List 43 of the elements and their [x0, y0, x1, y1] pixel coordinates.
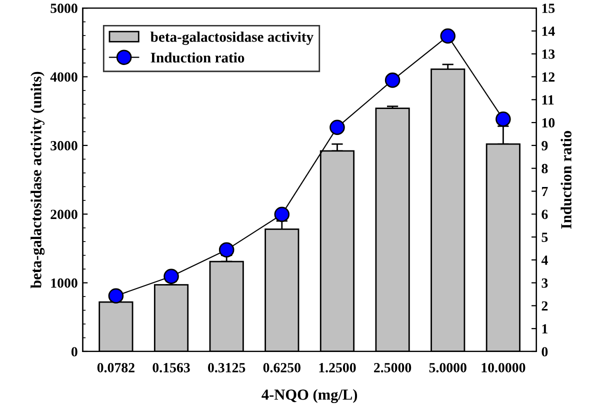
y-tick-label: 0	[71, 347, 78, 356]
y2-tick-label: 0	[542, 347, 548, 356]
legend-label: beta-galactosidase activity	[150, 32, 314, 45]
point	[384, 72, 400, 88]
x-tick-label: 1.2500	[319, 362, 356, 372]
y2-tick-label: 9	[542, 141, 548, 150]
x-tick-label: 0.3125	[208, 362, 246, 372]
x-tick-label: 10.0000	[482, 362, 526, 372]
y2-tick-label: 12	[542, 72, 555, 82]
y-tick-label: 4000	[50, 72, 78, 82]
y2-tick-label: 8	[542, 164, 548, 174]
legend-label: Induction ratio	[150, 52, 244, 63]
y2-axis-title: Induction ratio	[560, 130, 572, 229]
y2-tick-label: 7	[542, 186, 548, 196]
point	[440, 28, 456, 44]
point	[164, 268, 179, 284]
x-tick-label: 0.0782	[97, 362, 134, 372]
y2-tick-label: 14	[542, 26, 555, 36]
y2-tick-label: 6	[542, 210, 548, 220]
point	[496, 111, 511, 127]
point	[330, 120, 345, 135]
y2-tick-label: 13	[542, 49, 555, 59]
y-tick-label: 3000	[50, 141, 78, 150]
y2-tick-label: 11	[542, 95, 554, 104]
x-tick-label: 2.5000	[374, 362, 412, 372]
y2-tick-label: 10	[542, 118, 555, 128]
y2-tick-label: 3	[542, 278, 548, 288]
point	[218, 242, 234, 258]
y-tick-label: 1000	[51, 278, 78, 288]
y2-tick-label: 15	[542, 4, 555, 14]
point	[274, 206, 290, 222]
x-axis-title: 4-NQO (mg/L)	[262, 389, 358, 404]
y2-tick-label: 2	[542, 301, 548, 311]
x-tick-label: 5.0000	[429, 362, 466, 372]
y-tick-label: 2000	[50, 210, 78, 220]
y-tick-label: 5000	[50, 4, 78, 14]
y2-tick-label: 5	[542, 232, 548, 242]
x-tick-label: 0.1563	[152, 362, 190, 372]
y2-tick-label: 1	[542, 324, 548, 334]
y-axis-title: beta-galactosidase activity (units)	[30, 72, 45, 288]
point	[108, 288, 124, 304]
y2-tick-label: 4	[541, 256, 548, 265]
x-tick-label: 0.6250	[263, 362, 300, 372]
